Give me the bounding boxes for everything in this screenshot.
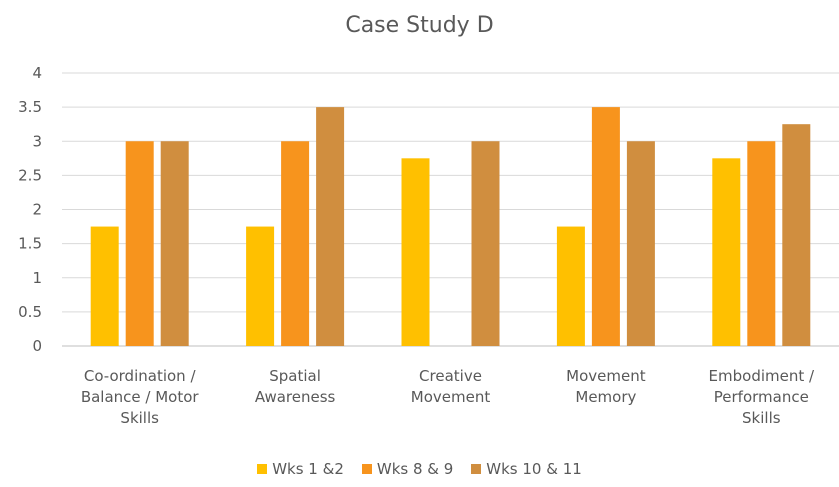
x-tick-label: Movement Memory <box>566 367 646 406</box>
legend-label-wks-1-2: Wks 1 &2 <box>272 460 344 478</box>
chart-title: Case Study D <box>345 13 494 38</box>
bar-wks-8-9 <box>591 107 620 346</box>
y-tick-label: 1.5 <box>18 235 42 253</box>
bar-wks-10-11 <box>160 141 189 346</box>
x-tick-label: Creative Movement <box>411 367 491 406</box>
y-tick-label: 0.5 <box>18 303 42 321</box>
y-tick-label: 1 <box>32 269 42 287</box>
bar-wks-1-2 <box>712 158 741 346</box>
bar-wks-8-9 <box>281 141 310 346</box>
y-tick-label: 4 <box>32 64 42 82</box>
y-tick-label: 2.5 <box>18 166 42 184</box>
bar-wks-1-2 <box>401 158 430 346</box>
y-tick-label: 3 <box>32 132 42 150</box>
legend-label-wks-10-11: Wks 10 & 11 <box>486 460 582 478</box>
legend-swatch-wks-8-9 <box>361 464 372 474</box>
x-tick-label: Co-ordination / Balance / Motor Skills <box>81 367 200 427</box>
y-tick-label: 0 <box>32 337 42 355</box>
bar-wks-10-11 <box>626 141 655 346</box>
legend-swatch-wks-1-2 <box>257 464 268 474</box>
bar-wks-1-2 <box>556 226 585 346</box>
bar-wks-10-11 <box>782 124 811 346</box>
y-tick-label: 3.5 <box>18 98 42 116</box>
legend-item-wks-10-11: Wks 10 & 11 <box>471 460 582 478</box>
bar-wks-1-2 <box>246 226 275 346</box>
bar-wks-10-11 <box>471 141 500 346</box>
bar-wks-10-11 <box>316 107 345 346</box>
chart-legend: Wks 1 &2 Wks 8 & 9 Wks 10 & 11 <box>0 460 839 478</box>
legend-item-wks-8-9: Wks 8 & 9 <box>361 460 454 478</box>
legend-label-wks-8-9: Wks 8 & 9 <box>376 460 454 478</box>
bar-wks-8-9 <box>125 141 154 346</box>
y-tick-label: 2 <box>32 201 42 219</box>
legend-item-wks-1-2: Wks 1 &2 <box>257 460 344 478</box>
bar-wks-8-9 <box>747 141 776 346</box>
legend-swatch-wks-10-11 <box>471 464 482 474</box>
x-tick-label: Spatial Awareness <box>255 367 336 406</box>
bar-wks-1-2 <box>90 226 119 346</box>
x-tick-label: Embodiment / Performance Skills <box>709 367 815 427</box>
